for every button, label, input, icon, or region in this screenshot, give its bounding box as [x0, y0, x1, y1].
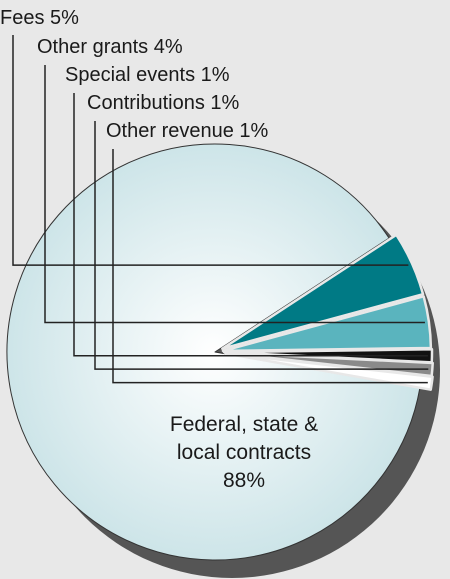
slice-labels: Fees 5% Other grants 4% Special events 1…	[0, 7, 318, 492]
slice-other-grants	[221, 295, 433, 353]
leader-line	[44, 65, 425, 324]
slice-label-federal-line-2: local contracts	[177, 441, 311, 464]
leader-line	[94, 121, 429, 370]
slice-label-special-events: Special events 1%	[65, 64, 230, 86]
slice-label-other-revenue: Other revenue 1%	[106, 120, 269, 142]
leader-lines	[12, 35, 429, 384]
leader-line	[73, 93, 428, 357]
slice-label-other-grants: Other grants 4%	[37, 36, 183, 58]
slice-label-fees: Fees 5%	[0, 7, 79, 29]
slice-other-revenue	[224, 352, 434, 391]
pie-slices	[6, 143, 434, 561]
leader-line	[12, 35, 409, 266]
slice-label-federal-value: 88%	[223, 469, 265, 492]
leader-line	[112, 149, 428, 384]
slice-fees	[221, 233, 425, 350]
slice-federal-state-local	[6, 143, 421, 561]
slice-label-federal-line-1: Federal, state &	[170, 413, 318, 436]
slice-label-contributions: Contributions 1%	[87, 92, 240, 114]
